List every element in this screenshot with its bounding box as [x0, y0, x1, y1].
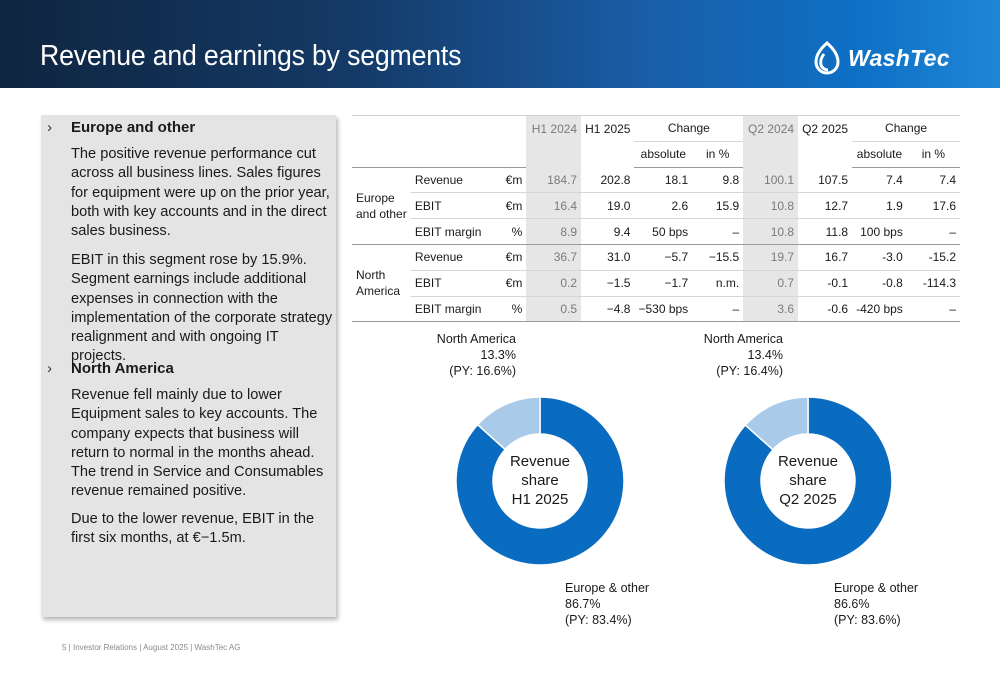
footer-text: 5 | Investor Relations | August 2025 | W…	[62, 643, 241, 652]
washtec-logo: WashTec	[812, 40, 950, 76]
slice-north-america	[476, 396, 541, 451]
col-h1-2024: H1 2024	[526, 115, 582, 168]
slice-north-america	[744, 396, 809, 451]
group-label-europe: Europe and other	[352, 167, 411, 245]
table-row: Europe and other Revenue €m 184.7 202.8 …	[352, 167, 960, 245]
north-america-paragraph-1: Revenue fell mainly due to lower Equipme…	[71, 387, 324, 500]
group-label-north-america: North America	[352, 244, 411, 323]
washtec-logo-icon	[814, 41, 840, 75]
logo-wordmark: WashTec	[848, 44, 950, 71]
header-bar: Revenue and earnings by segments WashTec	[0, 0, 1000, 88]
donut-h1-label-europe: Europe & other 86.7% (PY: 83.4%)	[565, 581, 650, 627]
col-absolute-h1: absolute	[634, 141, 693, 168]
col-pct-h1: in %	[692, 141, 744, 168]
segment-table: H1 2024 H1 2025 Change Q2 2024 Q2 2025 C…	[352, 115, 960, 323]
donut-chart-h1-2025	[456, 396, 624, 566]
chevron-right-icon: ›	[47, 119, 52, 136]
slice-europe-other	[724, 396, 892, 566]
table-row: EBIT margin % 0.5 −4.8 −530 bps – 3.6 -0…	[352, 296, 960, 323]
col-pct-q2: in %	[906, 141, 960, 168]
north-america-paragraph-2: Due to the lower revenue, EBIT in the fi…	[71, 511, 315, 547]
table-row: North America Revenue €m 36.7 31.0 −5.7 …	[352, 244, 960, 323]
table-row: EBIT €m 16.4 19.0 2.6 15.9 10.8 12.7 1.9…	[352, 192, 960, 220]
col-absolute-q2: absolute	[852, 141, 907, 168]
col-change-q2: Change	[852, 115, 960, 142]
table-subheader-row: absolute in % absolute in %	[352, 141, 960, 168]
col-h1-2025: H1 2025	[581, 115, 635, 168]
col-change-h1: Change	[634, 115, 744, 142]
table-row: EBIT margin % 8.9 9.4 50 bps – 10.8 11.8…	[352, 218, 960, 245]
col-q2-2024: Q2 2024	[743, 115, 799, 168]
donut-h1-center-label: Revenue share H1 2025	[509, 453, 571, 508]
donut-h1-label-north-america: North America 13.3% (PY: 16.6%)	[436, 332, 516, 378]
page-title: Revenue and earnings by segments	[40, 40, 462, 72]
col-q2-2025: Q2 2025	[798, 115, 853, 168]
europe-paragraph-2: EBIT in this segment rose by 15.9%. Segm…	[71, 252, 333, 365]
donut-q2-label-europe: Europe & other 86.6% (PY: 83.6%)	[834, 581, 919, 627]
europe-paragraph-1: The positive revenue performance cut acr…	[71, 146, 330, 240]
table-header-row: H1 2024 H1 2025 Change Q2 2024 Q2 2025 C…	[352, 115, 960, 168]
commentary-panel: › Europe and other The positive revenue …	[41, 115, 336, 617]
slice-europe-other	[456, 396, 624, 566]
table-row: EBIT €m 0.2 −1.5 −1.7 n.m. 0.7 -0.1 -0.8…	[352, 270, 960, 297]
donut-chart-q2-2025	[724, 396, 892, 566]
chevron-right-icon: ›	[47, 360, 52, 377]
donut-q2-center-label: Revenue share Q2 2025	[777, 453, 839, 508]
donut-q2-label-north-america: North America 13.4% (PY: 16.4%)	[703, 332, 783, 378]
